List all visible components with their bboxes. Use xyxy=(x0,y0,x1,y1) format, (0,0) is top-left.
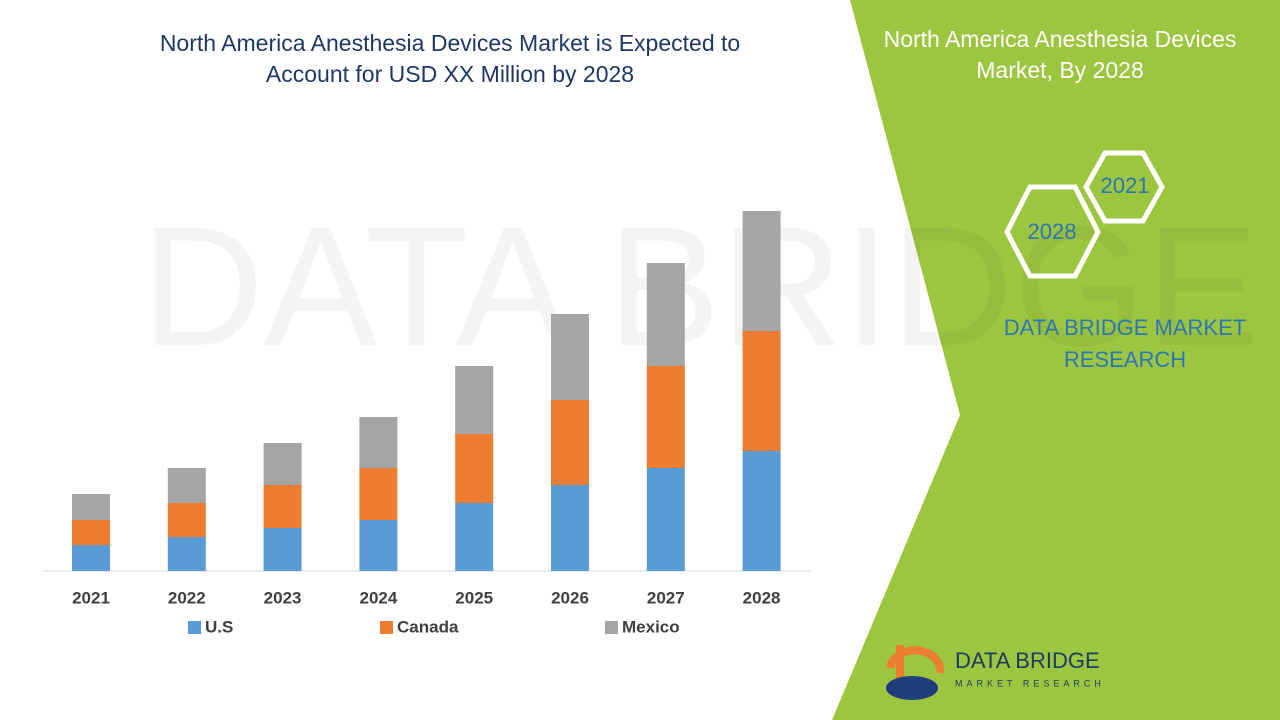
hexagon xyxy=(1083,150,1165,224)
legend-swatch xyxy=(188,621,201,634)
legend-label: Mexico xyxy=(622,617,680,636)
bar-segment xyxy=(455,503,494,571)
bar-segment xyxy=(72,520,110,545)
chart-title: North America Anesthesia Devices Market … xyxy=(159,30,741,87)
bar-segment xyxy=(742,331,781,451)
x-tick-label: 2026 xyxy=(551,588,589,607)
bar-segment xyxy=(742,451,781,571)
x-tick-label: 2025 xyxy=(455,588,493,607)
x-tick-label: 2021 xyxy=(72,588,110,607)
hexagon-label: 2028 xyxy=(1028,219,1077,244)
bar-segment xyxy=(646,468,685,571)
bar-segment xyxy=(359,417,398,468)
bar-segment xyxy=(551,400,589,485)
legend-label: U.S xyxy=(205,617,233,636)
bar-segment xyxy=(359,468,398,520)
bar-segment xyxy=(167,503,206,537)
bar-segment xyxy=(263,443,302,485)
bar-segment xyxy=(167,468,206,503)
x-tick-label: 2023 xyxy=(264,588,302,607)
bar-segment xyxy=(72,545,110,571)
bar-segment xyxy=(167,537,206,571)
x-tick-label: 2027 xyxy=(647,588,685,607)
bar-segment xyxy=(263,485,302,528)
bar-segment xyxy=(646,366,685,468)
bar-segment xyxy=(455,366,494,434)
legend-swatch xyxy=(380,621,393,634)
watermark: DATA BRIDGE xyxy=(141,192,1259,382)
panel-title: North America Anesthesia Devices Market,… xyxy=(883,26,1237,83)
bar-segment xyxy=(263,528,302,571)
bar-segment xyxy=(455,434,494,503)
logo-mark xyxy=(886,676,938,700)
logo-tagline: MARKET RESEARCH xyxy=(955,678,1105,688)
legend-label: Canada xyxy=(397,617,459,636)
logo-name: DATA BRIDGE xyxy=(955,648,1100,673)
bar-segment xyxy=(551,485,589,571)
bar-segment xyxy=(359,520,398,571)
brand: DATA BRIDGE MARKET RESEARCH xyxy=(1003,315,1247,372)
x-tick-label: 2028 xyxy=(743,588,781,607)
side-panel xyxy=(832,0,1280,720)
bar-segment xyxy=(72,494,110,520)
bar-segment xyxy=(551,314,589,400)
hexagon xyxy=(1004,184,1101,279)
x-tick-label: 2022 xyxy=(168,588,206,607)
legend-swatch xyxy=(605,621,618,634)
x-tick-label: 2024 xyxy=(359,588,397,607)
bar-segment xyxy=(646,263,685,366)
hexagon-label: 2021 xyxy=(1101,173,1150,198)
bar-segment xyxy=(742,211,781,331)
